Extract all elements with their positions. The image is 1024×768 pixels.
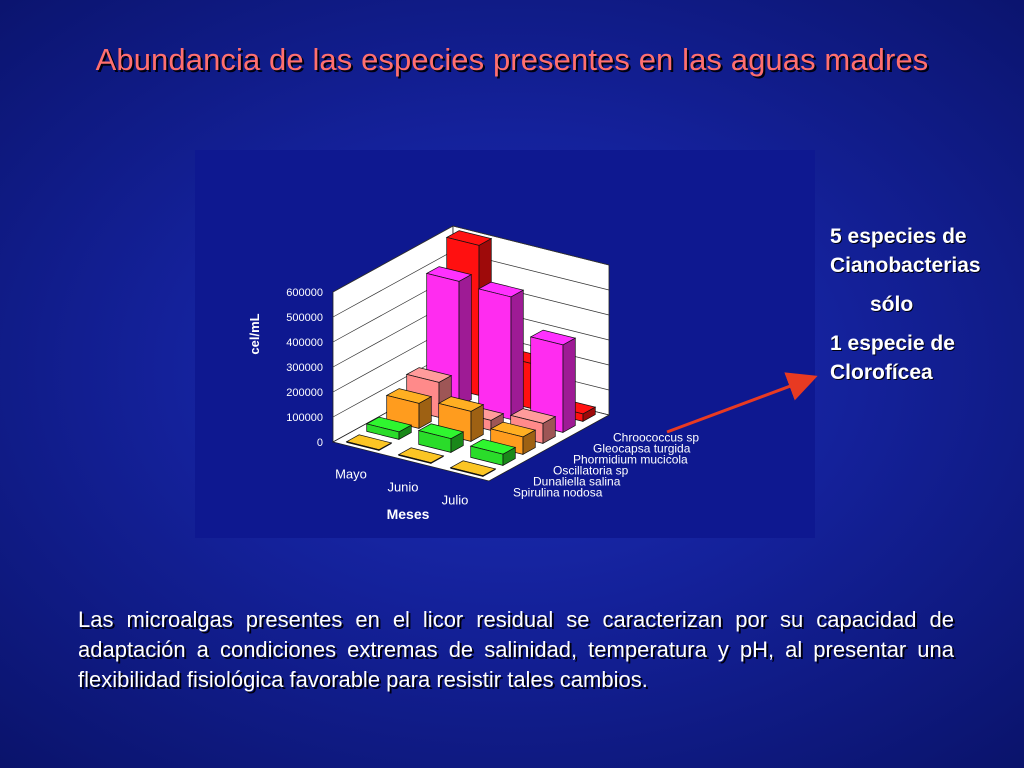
bar-face	[418, 430, 452, 453]
y-tick-label: 600000	[286, 287, 323, 299]
y-tick-label: 0	[317, 437, 323, 449]
summary-line-1: 5 especies de	[830, 225, 967, 248]
bar	[345, 434, 393, 451]
abundance-3d-bar-chart: 0 100000 200000 300000 400000 500000 600000 cel…	[247, 225, 699, 522]
y-tick-label: 300000	[286, 362, 323, 374]
series-label: Gleocapsa turgida	[593, 442, 691, 456]
y-tick-label: 400000	[286, 337, 323, 349]
bar-face	[562, 337, 576, 433]
bar-face	[470, 445, 504, 466]
bar-face	[478, 288, 512, 420]
bar	[417, 423, 465, 453]
bar-face	[450, 467, 484, 477]
y-tick-label: 200000	[286, 387, 323, 399]
x-tick-label: Mayo	[335, 467, 367, 482]
x-axis-label: Meses	[387, 506, 430, 522]
bar	[449, 460, 497, 477]
bar-face	[510, 289, 524, 420]
bar	[365, 416, 413, 440]
bar	[385, 388, 433, 429]
summary-line-5: Clorofícea	[830, 361, 933, 384]
bar-face	[366, 423, 400, 440]
series-label: Dunaliella salina	[533, 475, 621, 489]
summary-line-2: Cianobacterias	[830, 254, 981, 277]
caption-paragraph: Las microalgas presentes en el licor res…	[78, 607, 954, 692]
series-label: Oscillatoria sp	[553, 464, 629, 478]
summary-line-4: 1 especie de	[830, 332, 955, 355]
bar	[469, 438, 517, 466]
y-tick-label: 100000	[286, 412, 323, 424]
gridline	[332, 225, 610, 293]
bar-face	[398, 454, 432, 464]
slide-title: Abundancia de las especies presentes en …	[95, 42, 929, 77]
bar	[529, 329, 577, 433]
bar	[397, 447, 445, 464]
chart-panel: 0 100000 200000 300000 400000 500000 600000 cel…	[195, 150, 815, 538]
species-summary: 5 especies de Cianobacterias sólo 1 espe…	[830, 222, 1020, 387]
bar	[477, 281, 525, 420]
bar-face	[458, 274, 472, 407]
x-tick-label: Julio	[442, 493, 469, 508]
y-tick-label: 500000	[286, 312, 323, 324]
x-tick-label: Junio	[387, 480, 418, 495]
series-label: Spirulina nodosa	[513, 486, 603, 500]
series-label: Phormidium mucicola	[573, 453, 688, 467]
bar-face	[346, 441, 380, 451]
summary-line-3: sólo	[870, 293, 914, 316]
series-label: Chroococcus sp	[613, 431, 699, 445]
y-axis-label: cel/mL	[247, 313, 262, 354]
